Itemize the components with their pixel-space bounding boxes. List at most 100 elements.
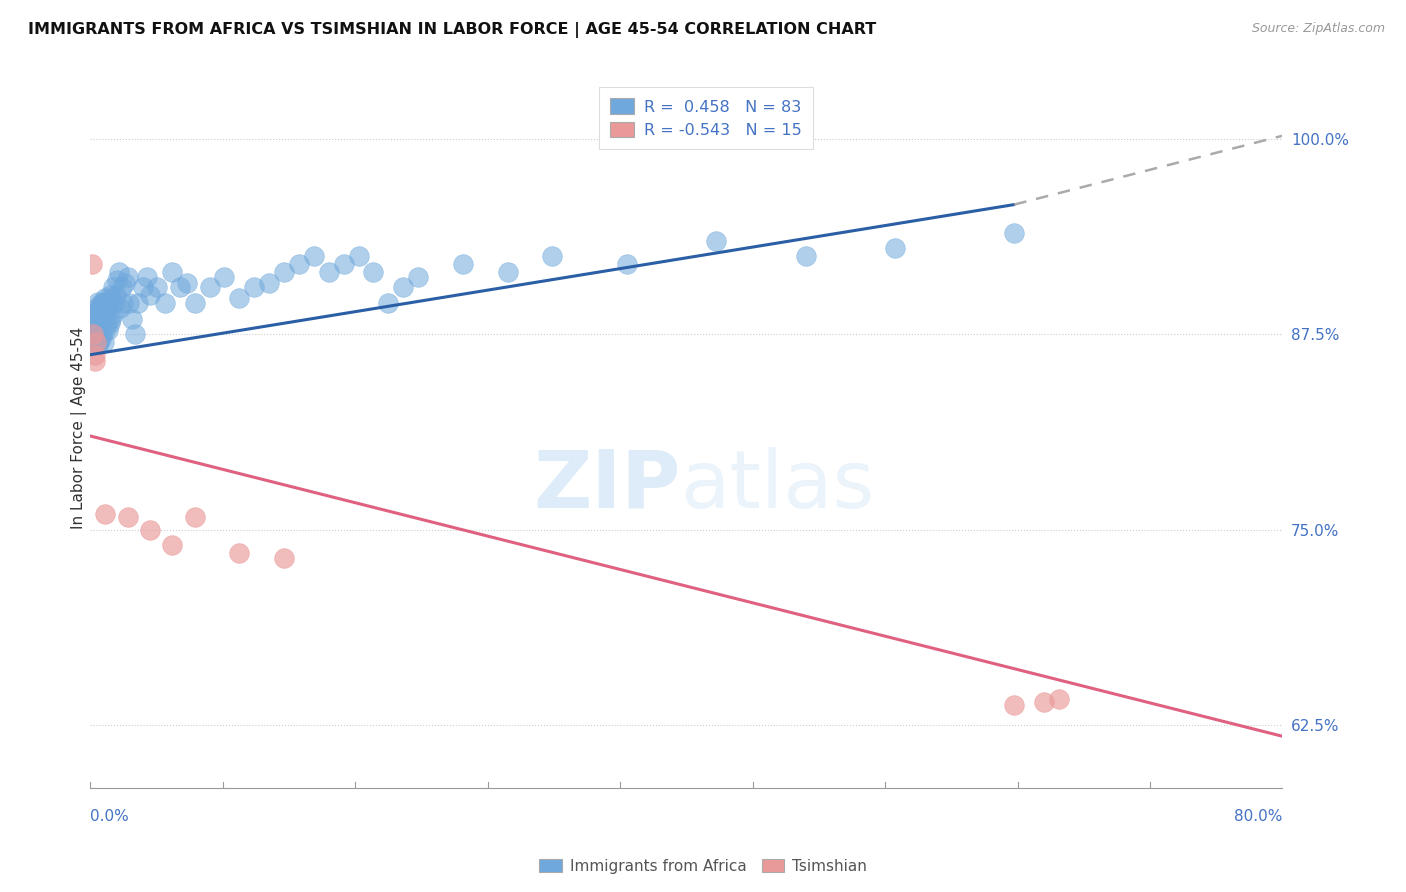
Point <box>332 257 354 271</box>
Point <box>111 280 134 294</box>
Point <box>89 335 111 350</box>
Point <box>704 234 727 248</box>
Point <box>183 510 205 524</box>
Point <box>392 280 415 294</box>
Point <box>183 296 205 310</box>
Point <box>243 280 266 294</box>
Text: 0.0%: 0.0% <box>90 809 129 824</box>
Point <box>114 276 136 290</box>
Point <box>162 539 184 553</box>
Point <box>80 323 103 337</box>
Point <box>83 311 105 326</box>
Point <box>288 257 311 271</box>
Point <box>117 269 139 284</box>
Point <box>101 280 124 294</box>
Point <box>131 280 153 294</box>
Point <box>87 338 110 352</box>
Point <box>101 307 124 321</box>
Point <box>176 276 198 290</box>
Legend: Immigrants from Africa, Tsimshian: Immigrants from Africa, Tsimshian <box>533 853 873 880</box>
Point <box>86 332 108 346</box>
Point <box>91 311 114 326</box>
Point <box>87 304 110 318</box>
Text: ZIP: ZIP <box>533 447 681 524</box>
Point <box>146 280 169 294</box>
Point <box>273 551 295 566</box>
Point <box>139 523 162 537</box>
Text: Source: ZipAtlas.com: Source: ZipAtlas.com <box>1251 22 1385 36</box>
Point <box>347 249 370 263</box>
Point <box>96 317 118 331</box>
Point <box>86 319 108 334</box>
Point <box>302 249 325 263</box>
Point <box>1047 691 1070 706</box>
Point <box>117 510 139 524</box>
Point <box>83 348 105 362</box>
Point <box>363 265 385 279</box>
Point <box>257 276 280 290</box>
Point <box>273 265 295 279</box>
Point <box>541 249 564 263</box>
Point <box>198 280 221 294</box>
Point <box>82 327 104 342</box>
Point <box>98 317 121 331</box>
Point <box>105 272 128 286</box>
Point <box>94 507 117 521</box>
Point <box>1033 695 1056 709</box>
Point <box>139 288 162 302</box>
Point <box>103 296 125 310</box>
Point <box>90 296 112 310</box>
Point <box>83 354 105 368</box>
Point <box>86 335 108 350</box>
Point <box>112 296 135 310</box>
Point <box>100 292 122 306</box>
Point <box>153 296 176 310</box>
Point <box>794 249 817 263</box>
Point <box>1002 226 1025 240</box>
Text: 80.0%: 80.0% <box>1234 809 1282 824</box>
Point <box>496 265 519 279</box>
Point <box>228 546 250 560</box>
Point <box>90 332 112 346</box>
Point <box>884 241 907 255</box>
Point <box>80 257 103 271</box>
Point <box>87 294 110 309</box>
Point <box>124 327 146 342</box>
Point <box>162 265 184 279</box>
Point <box>93 335 115 350</box>
Point <box>214 269 236 284</box>
Y-axis label: In Labor Force | Age 45-54: In Labor Force | Age 45-54 <box>72 327 87 529</box>
Text: atlas: atlas <box>681 447 875 524</box>
Point <box>104 288 127 302</box>
Point <box>318 265 340 279</box>
Point <box>127 296 149 310</box>
Point <box>616 257 638 271</box>
Point <box>406 269 429 284</box>
Point <box>96 296 118 310</box>
Point <box>451 257 474 271</box>
Point <box>98 288 121 302</box>
Point <box>83 326 105 340</box>
Point <box>91 296 114 310</box>
Point <box>136 269 159 284</box>
Point <box>94 323 117 337</box>
Point <box>89 319 111 334</box>
Point <box>90 317 112 331</box>
Point <box>169 280 191 294</box>
Point <box>108 301 131 315</box>
Point <box>83 307 105 321</box>
Point <box>80 335 103 350</box>
Point <box>86 301 108 315</box>
Point <box>377 296 399 310</box>
Point <box>118 296 141 310</box>
Point <box>94 292 117 306</box>
Point <box>87 327 110 342</box>
Point <box>107 265 129 279</box>
Point <box>228 292 250 306</box>
Point <box>91 327 114 342</box>
Point <box>1002 698 1025 712</box>
Legend: R =  0.458   N = 83, R = -0.543   N = 15: R = 0.458 N = 83, R = -0.543 N = 15 <box>599 87 813 149</box>
Point <box>97 301 120 315</box>
Point <box>97 323 120 337</box>
Point <box>82 317 104 331</box>
